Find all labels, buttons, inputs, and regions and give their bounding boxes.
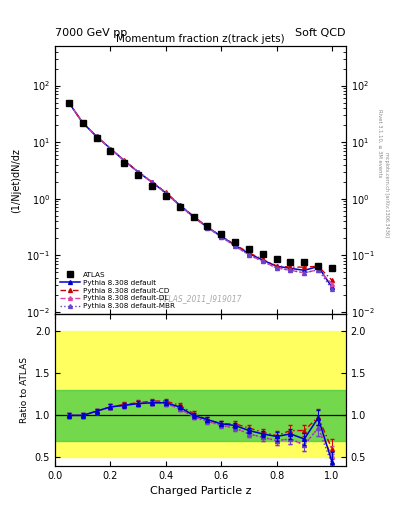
Y-axis label: (1/Njet)dN/dz: (1/Njet)dN/dz — [11, 148, 21, 212]
Text: Soft QCD: Soft QCD — [296, 28, 346, 38]
Title: Momentum fraction z(track jets): Momentum fraction z(track jets) — [116, 34, 285, 44]
Bar — [55, 331, 346, 458]
Text: mcplots.cern.ch [arXiv:1306.3436]: mcplots.cern.ch [arXiv:1306.3436] — [384, 152, 389, 237]
Bar — [55, 390, 346, 441]
Text: ATLAS_2011_I919017: ATLAS_2011_I919017 — [159, 294, 242, 304]
X-axis label: Charged Particle z: Charged Particle z — [150, 486, 251, 496]
Text: Rivet 3.1.10, ≥ 3M events: Rivet 3.1.10, ≥ 3M events — [377, 109, 382, 178]
Text: 7000 GeV pp: 7000 GeV pp — [55, 28, 127, 38]
Legend: ATLAS, Pythia 8.308 default, Pythia 8.308 default-CD, Pythia 8.308 default-DL, P: ATLAS, Pythia 8.308 default, Pythia 8.30… — [59, 270, 176, 311]
Y-axis label: Ratio to ATLAS: Ratio to ATLAS — [20, 357, 29, 423]
